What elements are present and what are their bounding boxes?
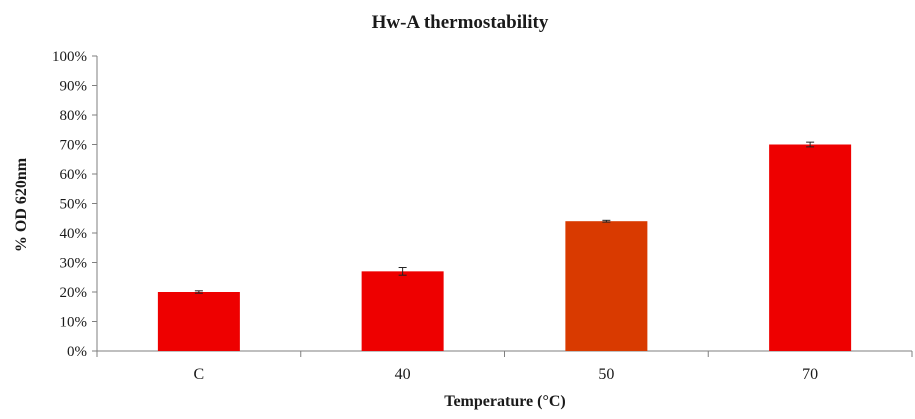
x-tick-label: 40 bbox=[395, 366, 411, 383]
y-tick-label: 60% bbox=[60, 167, 88, 183]
bar bbox=[769, 144, 852, 351]
y-tick-label: 80% bbox=[60, 108, 88, 124]
y-tick-label: 0% bbox=[67, 344, 87, 360]
y-tick-label: 30% bbox=[60, 256, 88, 272]
y-tick-label: 50% bbox=[60, 197, 88, 213]
y-tick-label: 90% bbox=[60, 79, 88, 95]
y-tick-label: 40% bbox=[60, 226, 88, 242]
chart-title: Hw-A thermostability bbox=[372, 12, 549, 33]
y-tick-label: 100% bbox=[52, 49, 87, 65]
y-tick-label: 70% bbox=[60, 138, 88, 154]
y-axis-label: % OD 620nm bbox=[13, 157, 30, 252]
x-axis-label: Temperature (°C) bbox=[444, 393, 565, 410]
y-tick-label: 10% bbox=[60, 315, 88, 331]
y-tick-label: 20% bbox=[60, 285, 88, 301]
x-tick-label: 50 bbox=[598, 366, 614, 383]
x-tick-label: 70 bbox=[802, 366, 818, 383]
bar bbox=[565, 221, 648, 351]
plot-area: 0% 10% 20% 30% 40% 50% 60% 70% 80% 90% 100% C 40 50 70 bbox=[52, 49, 913, 383]
x-tick-label: C bbox=[194, 366, 205, 383]
bar bbox=[157, 292, 240, 351]
bar bbox=[361, 271, 444, 351]
